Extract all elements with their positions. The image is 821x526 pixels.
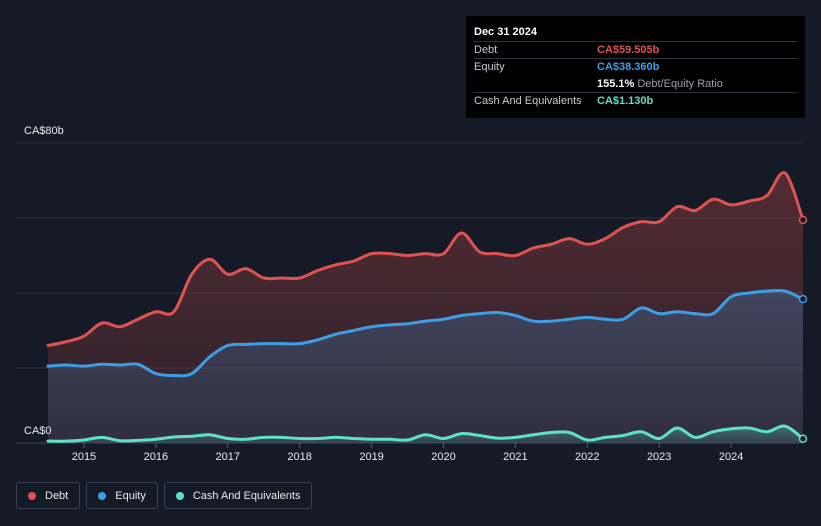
area-equity bbox=[48, 290, 803, 443]
x-tick-label-2019: 2019 bbox=[359, 451, 383, 463]
tooltip-debt-value: CA$59.505b bbox=[597, 44, 660, 56]
legend-dot-cash bbox=[175, 491, 184, 500]
tooltip-date: Dec 31 2024 bbox=[474, 26, 537, 38]
tooltip-equity-label: Equity bbox=[474, 61, 505, 73]
tooltip-row-cash: Cash And Equivalents CA$1.130b bbox=[474, 92, 797, 109]
legend: Debt Equity Cash And Equivalents bbox=[16, 482, 313, 509]
x-tick-label-2016: 2016 bbox=[144, 451, 168, 463]
endpoint-equity bbox=[798, 294, 808, 304]
tooltip-debt-label: Debt bbox=[474, 44, 498, 56]
tooltip-row-debt: Debt CA$59.505b bbox=[474, 41, 797, 58]
tooltip-ratio-sub: Debt/Equity Ratio bbox=[637, 77, 723, 90]
x-tick-label-2017: 2017 bbox=[216, 451, 240, 463]
tooltip-row-equity: Equity CA$38.360b bbox=[474, 58, 797, 75]
y-axis-top-label: CA$80b bbox=[24, 125, 64, 137]
y-axis-bottom-label: CA$0 bbox=[24, 425, 52, 437]
x-tick-label-2020: 2020 bbox=[431, 451, 455, 463]
x-tick-label-2022: 2022 bbox=[575, 451, 599, 463]
x-tick-label-2018: 2018 bbox=[287, 451, 311, 463]
legend-dot-equity bbox=[98, 491, 107, 500]
tooltip-cash-label: Cash And Equivalents bbox=[474, 95, 582, 107]
endpoint-debt bbox=[798, 215, 808, 225]
legend-dot-debt bbox=[28, 491, 36, 500]
endpoint-cash bbox=[798, 434, 808, 444]
legend-item-equity[interactable]: Equity bbox=[86, 482, 158, 509]
tooltip-row-ratio: 155.1% Debt/Equity Ratio bbox=[474, 75, 797, 92]
legend-label-equity: Equity bbox=[115, 489, 146, 502]
line-debt bbox=[46, 171, 805, 347]
legend-label-debt: Debt bbox=[45, 489, 69, 502]
legend-item-cash[interactable]: Cash And Equivalents bbox=[163, 482, 313, 509]
x-tick-label-2015: 2015 bbox=[72, 451, 96, 463]
tooltip-equity-value: CA$38.360b bbox=[597, 61, 660, 73]
x-tick-label-2024: 2024 bbox=[719, 451, 743, 463]
tooltip-panel: Dec 31 2024 Debt CA$59.505b Equity CA$38… bbox=[466, 16, 805, 118]
x-tick-label-2023: 2023 bbox=[647, 451, 671, 463]
x-tick-label-2021: 2021 bbox=[503, 451, 527, 463]
line-cash bbox=[46, 424, 805, 443]
legend-label-cash: Cash And Equivalents bbox=[192, 489, 301, 502]
tooltip-cash-value: CA$1.130b bbox=[597, 95, 654, 107]
legend-item-debt[interactable]: Debt bbox=[16, 482, 81, 509]
tooltip-ratio-value: 155.1% bbox=[597, 77, 635, 90]
line-equity bbox=[46, 288, 805, 378]
area-cash bbox=[48, 425, 803, 443]
